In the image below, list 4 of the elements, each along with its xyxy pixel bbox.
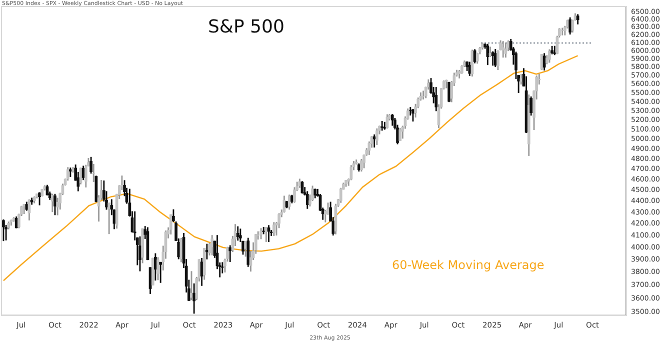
candlestick: [159, 262, 162, 283]
candlestick: [220, 262, 224, 274]
text: S&P 500: [208, 16, 284, 38]
text: 60-Week Moving Average: [392, 258, 544, 272]
